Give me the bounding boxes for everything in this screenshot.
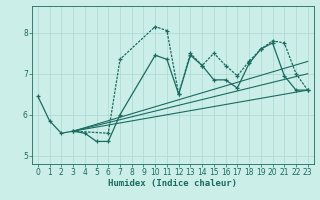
X-axis label: Humidex (Indice chaleur): Humidex (Indice chaleur) bbox=[108, 179, 237, 188]
